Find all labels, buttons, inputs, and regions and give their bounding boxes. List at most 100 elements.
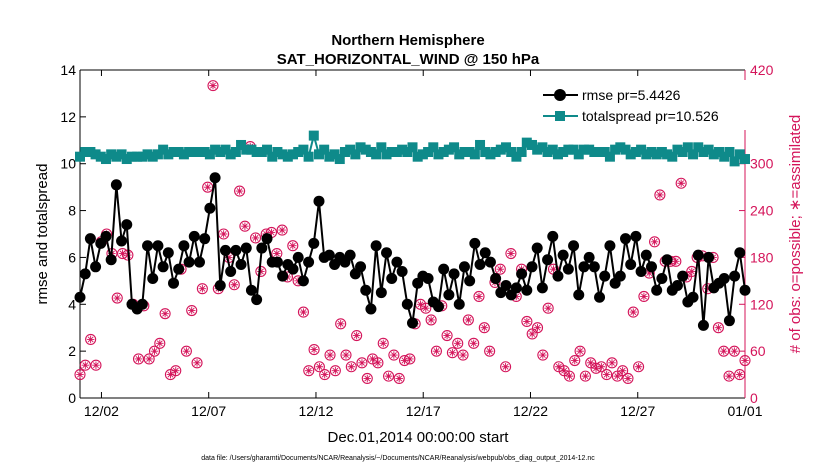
legend-spread-label: totalspread pr=10.526 bbox=[582, 108, 719, 124]
obs-possible-marker bbox=[633, 361, 645, 373]
rmse-point bbox=[157, 261, 169, 273]
obs-possible-marker bbox=[425, 314, 437, 326]
rmse-point bbox=[687, 291, 699, 303]
rmse-point bbox=[635, 265, 647, 277]
rmse-point bbox=[692, 249, 704, 261]
obs-possible-marker bbox=[132, 353, 145, 365]
obs-possible-marker bbox=[718, 345, 730, 357]
obs-assimilated-marker bbox=[672, 257, 680, 266]
obs-possible-marker bbox=[734, 369, 746, 381]
rmse-point bbox=[199, 233, 211, 245]
obs-possible-marker bbox=[234, 185, 246, 197]
obs-possible-marker bbox=[340, 349, 352, 361]
obs-possible-marker bbox=[186, 304, 198, 317]
rmse-point bbox=[568, 240, 580, 252]
obs-count-point bbox=[734, 369, 746, 381]
rmse-point bbox=[536, 282, 548, 294]
totalspread-point bbox=[558, 147, 569, 157]
totalspread-point bbox=[376, 142, 387, 153]
obs-count-point bbox=[340, 349, 352, 361]
totalspread-point bbox=[438, 147, 449, 157]
totalspread-point bbox=[163, 149, 174, 160]
x-tick-label: 12/17 bbox=[406, 403, 441, 419]
totalspread-point bbox=[714, 147, 725, 157]
rmse-point bbox=[552, 270, 564, 282]
obs-assimilated-marker bbox=[86, 335, 95, 344]
rmse-point bbox=[147, 273, 159, 285]
totalspread-point bbox=[168, 147, 179, 157]
obs-count-point bbox=[143, 353, 155, 365]
obs-assimilated-marker bbox=[368, 355, 377, 363]
rmse-point bbox=[251, 294, 263, 306]
obs-assimilated-marker bbox=[336, 320, 345, 328]
obs-count-point bbox=[473, 290, 485, 303]
totalspread-point bbox=[371, 149, 382, 160]
obs-count-point bbox=[468, 337, 480, 349]
obs-assimilated-marker bbox=[586, 359, 595, 367]
totalspread-point bbox=[116, 149, 127, 160]
totalspread-point bbox=[397, 144, 408, 155]
obs-count-point bbox=[297, 306, 309, 318]
rmse-point bbox=[225, 265, 237, 277]
rmse-point bbox=[656, 273, 668, 285]
obs-assimilated-marker bbox=[464, 316, 473, 324]
obs-count-point bbox=[372, 357, 384, 369]
obs-assimilated-marker bbox=[576, 347, 584, 355]
obs-assimilated-marker bbox=[209, 81, 217, 90]
obs-possible-marker bbox=[228, 279, 240, 291]
obs-count-point bbox=[239, 220, 251, 232]
obs-possible-marker bbox=[563, 370, 575, 382]
obs-assimilated-marker bbox=[182, 347, 191, 355]
obs-assimilated-marker bbox=[480, 323, 489, 332]
obs-count-point bbox=[313, 361, 325, 373]
x-axis-label: Dec.01,2014 00:00:00 start bbox=[328, 429, 510, 446]
legend-rmse-label: rmse pr=5.4426 bbox=[582, 87, 681, 103]
rmse-point bbox=[74, 291, 86, 303]
x-tick-label: 12/12 bbox=[298, 403, 333, 419]
obs-count-point bbox=[633, 361, 645, 373]
y-tick-label: 8 bbox=[68, 203, 76, 219]
obs-possible-marker bbox=[170, 365, 182, 377]
totalspread-point bbox=[407, 142, 418, 153]
rmse-point bbox=[355, 261, 367, 273]
obs-assimilated-marker bbox=[528, 330, 536, 338]
obs-assimilated-marker bbox=[602, 370, 611, 379]
totalspread-point bbox=[189, 147, 200, 157]
totalspread-point bbox=[350, 149, 361, 160]
obs-assimilated-marker bbox=[347, 363, 356, 371]
totalspread-point bbox=[204, 149, 215, 160]
obs-assimilated-marker bbox=[289, 241, 297, 250]
totalspread-point bbox=[667, 151, 678, 162]
rmse-point bbox=[188, 230, 200, 242]
y-tick-label: 6 bbox=[68, 249, 76, 265]
obs-possible-marker bbox=[569, 354, 581, 367]
obs-count-point bbox=[388, 349, 400, 361]
totalspread-point bbox=[698, 147, 709, 157]
obs-possible-marker bbox=[345, 361, 357, 373]
legend-box bbox=[538, 80, 775, 130]
rmse-point bbox=[453, 298, 465, 310]
obs-assimilated-marker bbox=[134, 355, 143, 363]
obs-assimilated-marker bbox=[640, 292, 648, 301]
y-tick-label: 0 bbox=[68, 390, 76, 406]
obs-assimilated-marker bbox=[714, 323, 723, 332]
obs-assimilated-marker bbox=[251, 234, 260, 242]
obs-assimilated-marker bbox=[416, 300, 425, 309]
obs-count-point bbox=[393, 372, 405, 385]
totalspread-point bbox=[620, 144, 631, 155]
obs-assimilated-marker bbox=[581, 372, 590, 380]
obs-count-point bbox=[228, 279, 240, 291]
rmse-point bbox=[645, 261, 657, 273]
obs-assimilated-marker bbox=[677, 179, 685, 187]
obs-possible-marker bbox=[441, 329, 453, 342]
obs-assimilated-marker bbox=[406, 355, 414, 363]
rmse-point bbox=[386, 273, 398, 285]
totalspread-point bbox=[599, 147, 610, 157]
totalspread-point bbox=[594, 147, 605, 157]
obs-assimilated-marker bbox=[608, 359, 616, 367]
totalspread-point bbox=[501, 142, 512, 153]
rmse-point bbox=[360, 284, 372, 296]
rmse-point bbox=[116, 235, 128, 247]
obs-assimilated-marker bbox=[549, 265, 558, 273]
totalspread-point bbox=[319, 144, 330, 155]
